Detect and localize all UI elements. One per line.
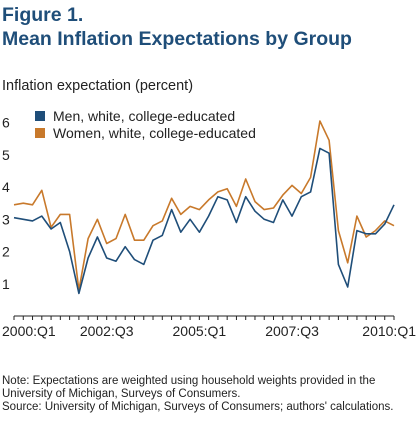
source-text: Source: University of Michigan, Surveys … <box>2 401 394 413</box>
y-tick-label: 4 <box>2 179 10 195</box>
line-chart: 1 2 3 4 5 6 2000:Q1 2002:Q3 2005:Q1 2007:Q3 2010:Q… <box>2 115 416 339</box>
figure-label: Figure 1. <box>2 4 84 26</box>
x-tick-label: 2005:Q1 <box>173 323 227 339</box>
legend-item-women: Women, white, college-educated <box>33 125 256 142</box>
legend-label-women: Women, white, college-educated <box>53 125 256 141</box>
y-axis-title: Inflation expectation (percent) <box>2 78 194 94</box>
x-tick-label: 2000:Q1 <box>2 323 56 339</box>
note-text: Note: Expectations are weighted using ho… <box>2 375 376 400</box>
y-tick-label: 1 <box>2 276 10 292</box>
x-tick-label: 2007:Q3 <box>265 323 319 339</box>
y-tick-label: 5 <box>2 147 10 163</box>
x-tick-label: 2010:Q1 <box>362 323 416 339</box>
series-line-women <box>13 120 395 292</box>
legend-swatch-men <box>35 111 45 121</box>
legend-item-men: Men, white, college-educated <box>33 108 256 125</box>
legend-label-men: Men, white, college-educated <box>53 108 236 124</box>
legend-swatch-women <box>35 128 45 138</box>
y-tick-label: 3 <box>2 211 10 227</box>
chart-notes: Note: Expectations are weighted using ho… <box>2 375 412 414</box>
figure-title: Mean Inflation Expectations by Group <box>2 28 352 50</box>
chart-legend: Men, white, college-educated Women, whit… <box>33 108 256 142</box>
x-tick-label: 2002:Q3 <box>80 323 134 339</box>
series-line-men <box>13 147 395 295</box>
y-tick-label: 2 <box>2 244 10 260</box>
y-tick-label: 6 <box>2 115 10 131</box>
